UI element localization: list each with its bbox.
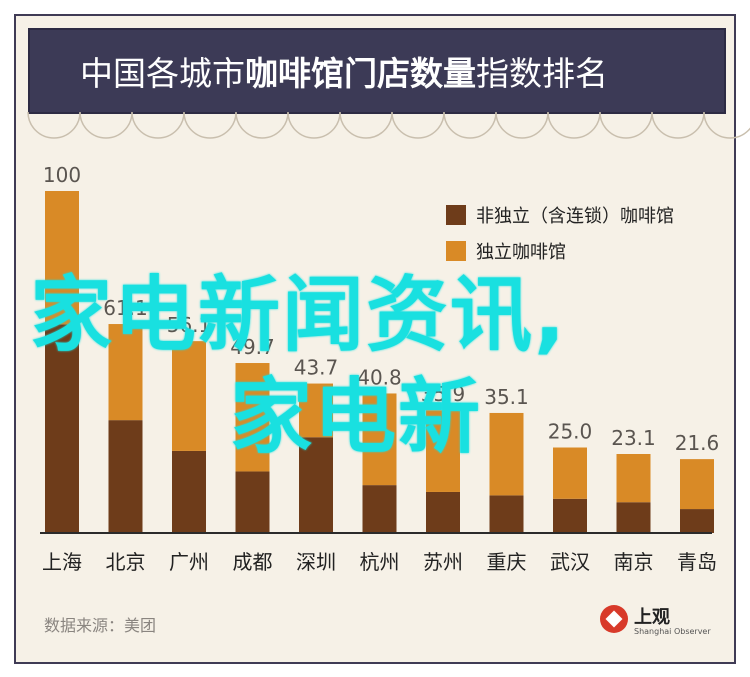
bar-independent [108, 324, 143, 421]
bar-independent [45, 191, 79, 325]
legend-swatch [446, 241, 466, 261]
bar-chain [553, 498, 587, 533]
data-label: 25.0 [548, 420, 593, 444]
bar-chain [235, 471, 270, 533]
data-label: 35.1 [484, 385, 529, 409]
legend-label: 独立咖啡馆 [476, 242, 566, 263]
source-note: 数据来源：美团 [44, 616, 157, 635]
bar-independent [489, 412, 524, 496]
bar-independent [299, 383, 333, 438]
data-label: 21.6 [675, 431, 720, 455]
bar-independent [362, 393, 397, 486]
watermark-line2: 家电新 [230, 370, 483, 465]
x-tick-label: 杭州 [360, 550, 400, 574]
data-label: 61.1 [103, 296, 148, 320]
legend-label: 非独立（含连锁）咖啡馆 [476, 206, 674, 227]
bar-independent [426, 410, 460, 492]
bar-independent [616, 453, 651, 503]
bar-independent [680, 459, 714, 510]
bar-chain [680, 509, 714, 533]
watermark-line1: 家电新闻资讯, [30, 268, 568, 363]
x-tick-label: 青岛 [677, 550, 717, 574]
title-bar: 中国各城市 咖啡馆门店数量 指数排名 [28, 28, 726, 114]
data-label: 43.7 [294, 356, 339, 380]
legend-swatch [446, 205, 466, 225]
x-tick-label: 深圳 [296, 550, 336, 574]
data-label: 40.8 [357, 365, 402, 389]
x-tick-label: 北京 [106, 550, 146, 574]
logo-name: 上观 [634, 607, 670, 628]
bar-independent [172, 341, 206, 451]
bar-chain [299, 437, 333, 533]
bar-independent [235, 363, 270, 472]
awning-decoration [27, 111, 750, 139]
bar-chain [362, 485, 397, 533]
bar-chain [489, 495, 524, 533]
bar-chain [172, 450, 206, 533]
data-label: 23.1 [611, 426, 656, 450]
bar-chain [45, 324, 79, 533]
chart-title: 中国各城市 咖啡馆门店数量 指数排名 [30, 30, 724, 112]
title-part3: 指数排名 [476, 54, 608, 93]
bar-chain [616, 502, 651, 533]
x-tick-label: 广州 [169, 550, 209, 574]
publisher-logo: 上观 Shanghai Observer [600, 603, 711, 643]
bar-chain [108, 420, 143, 533]
x-tick-label: 重庆 [487, 550, 527, 574]
data-label: 100 [43, 163, 81, 187]
logo-mark-icon [600, 605, 628, 633]
x-tick-label: 苏州 [423, 550, 463, 574]
data-label: 35.9 [421, 382, 466, 406]
title-part2: 咖啡馆门店数量 [245, 54, 476, 93]
data-label: 49.7 [230, 335, 275, 359]
logo-subtitle: Shanghai Observer [634, 627, 711, 636]
bar-independent [553, 447, 587, 499]
bar-chain [426, 491, 460, 533]
x-tick-label: 成都 [233, 550, 273, 574]
x-tick-label: 武汉 [550, 550, 590, 574]
data-label: 56.1 [167, 313, 212, 337]
x-tick-label: 上海 [42, 550, 82, 574]
x-tick-label: 南京 [614, 550, 654, 574]
title-part1: 中国各城市 [80, 54, 245, 93]
